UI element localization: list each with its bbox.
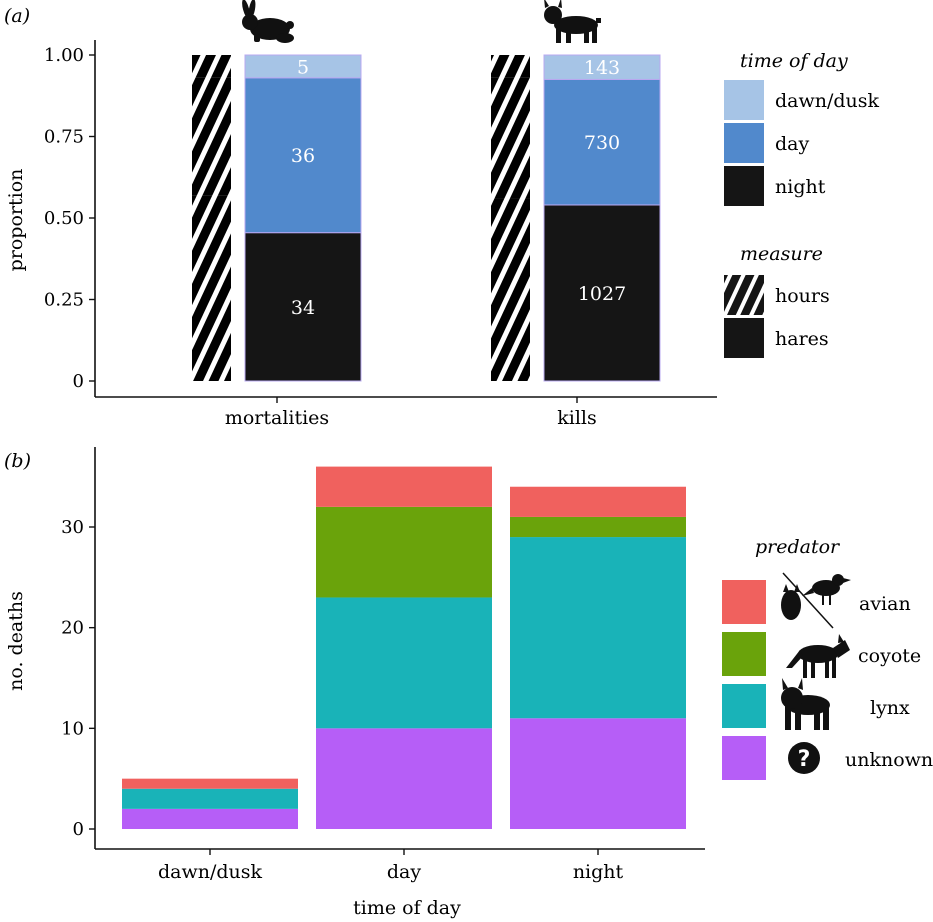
panel-b-x-tick-label: dawn/dusk — [158, 861, 263, 883]
panel-b-y-tick-label: 30 — [61, 517, 84, 538]
legend-measure-title: measure — [740, 243, 823, 265]
legend-swatch-coyote — [722, 632, 766, 676]
legend-swatch-lynx — [722, 684, 766, 728]
panel-a-tag: (a) — [4, 5, 30, 27]
panel-b-x-ticks: dawn/dusk day night — [158, 849, 624, 883]
deaths-bar-day-coyote — [316, 506, 492, 598]
panel-b-y-tick-label: 0 — [73, 819, 84, 840]
panel-b-y-axis-label: no. deaths — [5, 591, 27, 691]
legend-label-avian: avian — [859, 593, 911, 615]
deaths-bar-night-avian — [510, 486, 686, 517]
hares-bar-kills-dawn-dusk — [543, 54, 661, 80]
legend-swatch-dawn-dusk — [724, 80, 764, 120]
hours-bar-mortalities-night — [192, 195, 231, 381]
lynx-silhouette-icon — [544, 0, 601, 43]
panel-b: (b) 0 10 20 30 dawn/dusk day night no. deaths… — [4, 447, 933, 919]
deaths-bar-dawn-dusk-lynx — [122, 788, 298, 809]
legend-swatch-hours — [724, 275, 764, 315]
hours-bar-kills-dawn-dusk — [491, 55, 530, 78]
panel-a-y-tick-label: 0.50 — [44, 208, 84, 229]
panel-b-x-axis-label: time of day — [353, 897, 461, 919]
hares-bar-kills-night — [543, 204, 661, 382]
deaths-bar-dawn-dusk-unknown — [122, 808, 298, 829]
legend-measure: measure hours hares — [724, 243, 830, 358]
legend-label-hours: hours — [775, 285, 830, 307]
legend-label-hares: hares — [775, 328, 829, 350]
panel-b-y-tick-label: 20 — [61, 618, 84, 639]
coyote-silhouette-icon — [786, 634, 850, 678]
panel-a: (a) 0 0.25 0.50 0.75 1.00 34 36 5 1027 730 143 — [4, 0, 880, 429]
legend-label-night: night — [775, 176, 826, 198]
legend-swatch-day — [724, 123, 764, 163]
panel-a-y-ticks: 0 0.25 0.50 0.75 1.00 — [44, 45, 95, 392]
legend-label-day: day — [775, 133, 809, 155]
panel-b-bars — [122, 466, 686, 829]
hares-count-label: 36 — [291, 145, 315, 167]
legend-swatch-hares — [724, 318, 764, 358]
panel-a-x-ticks: mortalities kills — [225, 397, 597, 429]
hares-count-label: 5 — [297, 56, 309, 78]
legend-label-unknown: unknown — [845, 749, 933, 771]
panel-b-y-tick-label: 10 — [61, 718, 84, 739]
hares-count-label: 1027 — [578, 283, 626, 305]
panel-a-x-tick-label: mortalities — [225, 407, 329, 429]
deaths-bar-day-lynx — [316, 597, 492, 729]
panel-a-y-axis-label: proportion — [5, 169, 27, 272]
panel-a-x-tick-label: kills — [557, 407, 597, 429]
legend-time-of-day-title: time of day — [740, 50, 848, 72]
deaths-bar-day-avian — [316, 466, 492, 507]
hours-bar-kills-day — [491, 77, 530, 199]
hares-bar-kills-day — [543, 78, 661, 206]
deaths-bar-dawn-dusk-avian — [122, 778, 298, 789]
deaths-bar-night-lynx — [510, 537, 686, 719]
deaths-bar-night-unknown — [510, 718, 686, 829]
legend-label-dawn-dusk: dawn/dusk — [775, 90, 880, 112]
hares-bar-mortalities-dawn-dusk — [244, 54, 362, 79]
legend-predator: predator avian coyote lynx unknown — [722, 536, 933, 780]
panel-b-y-ticks: 0 10 20 30 — [61, 517, 95, 840]
hares-count-label: 143 — [584, 57, 620, 79]
avian-silhouette-icon — [781, 572, 851, 629]
panel-b-x-tick-label: night — [573, 861, 624, 883]
hares-count-label: 730 — [584, 132, 620, 154]
hare-silhouette-icon — [242, 0, 294, 43]
panel-a-y-tick-label: 0 — [73, 371, 84, 392]
panel-b-x-tick-label: day — [387, 861, 421, 883]
svg-text:?: ? — [798, 747, 811, 772]
deaths-bar-day-unknown — [316, 728, 492, 829]
panel-a-y-tick-label: 0.75 — [44, 127, 84, 148]
legend-swatch-unknown — [722, 736, 766, 780]
legend-label-lynx: lynx — [870, 697, 910, 719]
legend-swatch-avian — [722, 580, 766, 624]
hours-bar-kills-night — [491, 198, 530, 381]
hares-bar-mortalities-night — [244, 232, 362, 382]
panel-a-y-tick-label: 0.25 — [44, 290, 84, 311]
lynx-legend-silhouette-icon — [781, 678, 830, 730]
hares-count-label: 34 — [291, 297, 315, 319]
panel-b-tag: (b) — [4, 450, 31, 472]
legend-predator-title: predator — [755, 536, 841, 558]
legend-label-coyote: coyote — [858, 645, 921, 667]
deaths-bar-night-coyote — [510, 516, 686, 538]
panel-a-y-tick-label: 1.00 — [44, 45, 84, 66]
hours-bar-mortalities-day — [192, 77, 231, 196]
hours-bar-mortalities-dawn-dusk — [192, 55, 231, 78]
legend-time-of-day: time of day dawn/dusk day night — [724, 50, 880, 206]
panel-a-bars: 34 36 5 1027 730 143 — [192, 54, 661, 382]
legend-swatch-night — [724, 166, 764, 206]
question-mark-icon: ? — [788, 742, 820, 774]
